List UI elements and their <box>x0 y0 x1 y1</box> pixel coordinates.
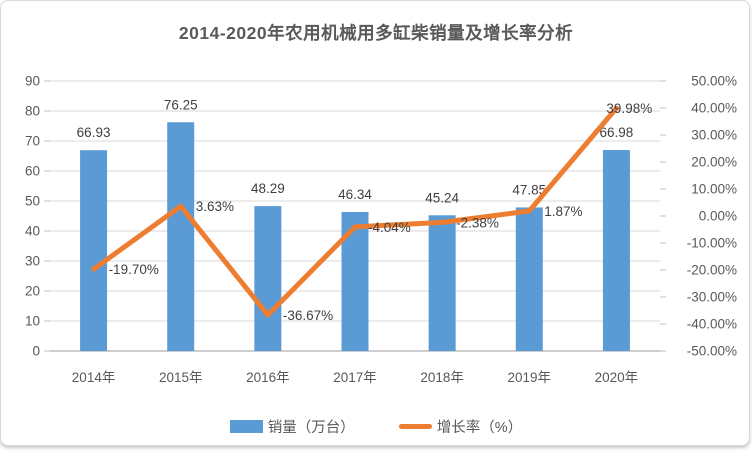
left-axis-tick-label: 70 <box>25 134 40 149</box>
bar-value-label: 45.24 <box>425 190 459 205</box>
x-axis-label: 2020年 <box>595 370 639 385</box>
legend-item-sales: 销量（万台） <box>229 416 355 437</box>
x-axis-label: 2016年 <box>246 370 290 385</box>
right-axis-tick-label: -10.00% <box>687 236 737 251</box>
right-axis-tick-label: -30.00% <box>687 290 737 305</box>
growth-value-label: 1.87% <box>544 204 582 219</box>
right-axis-tick-label: 40.00% <box>691 101 737 116</box>
x-axis-label: 2014年 <box>72 370 116 385</box>
left-axis-tick-label: 90 <box>25 74 40 89</box>
growth-value-label: -19.70% <box>109 262 159 277</box>
bar-value-label: 66.98 <box>600 125 634 140</box>
bar-value-label: 47.85 <box>512 182 546 197</box>
bar-value-label: 48.29 <box>251 181 285 196</box>
right-axis-tick-label: 30.00% <box>691 128 737 143</box>
sales-bar <box>602 150 630 351</box>
left-axis-tick-label: 80 <box>25 104 40 119</box>
growth-legend-swatch-icon <box>398 423 432 429</box>
growth-legend-label: 增长率（%） <box>436 419 523 436</box>
left-axis-tick-label: 40 <box>25 224 40 239</box>
left-axis-tick-label: 50 <box>25 194 40 209</box>
growth-value-label: -2.38% <box>456 215 499 230</box>
bar-value-label: 66.93 <box>77 125 111 140</box>
x-axis-label: 2015年 <box>159 370 203 385</box>
growth-value-label: 3.63% <box>196 199 234 214</box>
sales-bar <box>167 122 195 351</box>
chart-title: 2014-2020年农用机械用多缸柴销量及增长率分析 <box>178 23 574 43</box>
right-axis-tick-label: -50.00% <box>687 344 737 359</box>
sales-legend-swatch-icon <box>229 419 263 433</box>
x-axis-label: 2019年 <box>508 370 552 385</box>
right-axis-tick-label: -20.00% <box>687 263 737 278</box>
right-axis-tick-label: 10.00% <box>691 182 737 197</box>
left-axis-tick-label: 20 <box>25 284 40 299</box>
sales-legend-label: 销量（万台） <box>267 419 355 436</box>
bar-value-label: 76.25 <box>164 97 198 112</box>
right-axis-tick-label: -40.00% <box>687 317 737 332</box>
left-axis-tick-label: 10 <box>25 314 40 329</box>
sales-bar <box>515 207 543 351</box>
right-axis-tick-label: 0.00% <box>699 209 737 224</box>
growth-value-label: -36.67% <box>283 308 333 323</box>
growth-value-label: -4.04% <box>368 220 411 235</box>
chart-legend: 销量（万台） 增长率（%） <box>0 416 752 436</box>
x-axis-label: 2017年 <box>333 370 377 385</box>
x-axis-label: 2018年 <box>420 370 464 385</box>
sales-bar <box>254 206 282 351</box>
legend-item-growth: 增长率（%） <box>398 416 523 437</box>
left-axis-tick-label: 30 <box>25 254 40 269</box>
sales-bar <box>80 150 108 351</box>
growth-line <box>91 105 619 318</box>
right-axis-tick-label: 20.00% <box>691 155 737 170</box>
right-axis-tick-label: 50.00% <box>691 74 737 89</box>
left-axis-tick-label: 60 <box>25 164 40 179</box>
bar-value-label: 46.34 <box>338 187 372 202</box>
growth-value-label: 39.98% <box>606 101 652 116</box>
sales-bar <box>428 215 456 351</box>
left-axis-tick-label: 0 <box>32 344 40 359</box>
sales-bar <box>341 211 369 351</box>
